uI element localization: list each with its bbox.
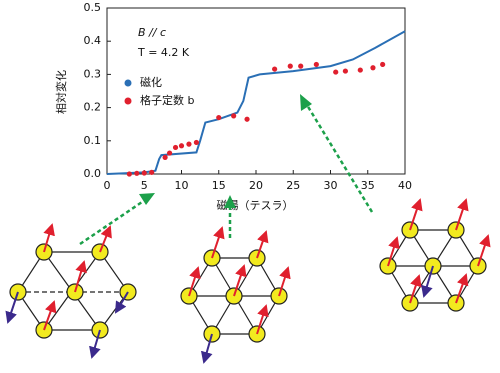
- data-point: [216, 114, 222, 121]
- legend-marker: [124, 79, 132, 87]
- pointer: [305, 104, 374, 213]
- annotation: T = 4.2 K: [137, 46, 190, 59]
- data-point: [149, 169, 155, 175]
- data-point: [134, 170, 140, 176]
- lattice-diagram-1: [5, 223, 137, 359]
- data-point: [357, 67, 363, 73]
- y-tick-label: 0.1: [84, 134, 102, 147]
- arrowhead: [224, 195, 236, 208]
- lattice-diagram-2: [180, 226, 291, 364]
- data-point: [162, 154, 168, 160]
- data-point: [244, 116, 250, 122]
- pointer: [79, 198, 146, 246]
- x-axis-label: 磁場（テスラ）: [217, 199, 294, 212]
- x-tick-label: 20: [249, 179, 263, 192]
- pointer-arrows: [79, 104, 374, 246]
- data-point: [298, 63, 304, 69]
- pointer-heads: [139, 94, 312, 208]
- legend-label: 格子定数 b: [140, 93, 194, 107]
- x-tick-label: 5: [141, 179, 148, 192]
- x-tick-label: 35: [361, 179, 375, 192]
- lattice-diagram-3: [379, 198, 491, 312]
- legend-marker: [124, 97, 132, 105]
- data-point: [141, 170, 147, 176]
- data-point: [333, 69, 339, 75]
- data-point: [342, 68, 348, 74]
- data-point: [380, 61, 386, 68]
- x-tick-label: 0: [104, 179, 111, 192]
- data-point: [313, 61, 319, 68]
- data-point: [193, 139, 199, 146]
- y-tick-label: 0.2: [84, 101, 102, 114]
- legend-label: 磁化: [140, 75, 162, 89]
- x-tick-label: 10: [175, 179, 189, 192]
- arrowhead: [139, 193, 155, 205]
- y-tick-label: 0.5: [84, 1, 102, 14]
- x-tick-label: 40: [398, 179, 412, 192]
- data-point: [272, 66, 278, 72]
- data-point: [186, 141, 192, 147]
- data-point: [172, 144, 179, 151]
- data-point: [178, 143, 185, 149]
- arrowhead: [300, 94, 312, 111]
- magnetization-line: [106, 30, 406, 175]
- data-point: [166, 150, 173, 156]
- y-tick-label: 0.3: [84, 67, 102, 80]
- annotation: B // c: [138, 26, 166, 39]
- x-tick-label: 15: [212, 179, 226, 192]
- y-tick-label: 0.4: [84, 34, 102, 47]
- data-point: [287, 63, 293, 69]
- y-axis-label: 相対変化: [54, 70, 68, 114]
- x-tick-label: 25: [286, 179, 300, 192]
- data-point: [126, 171, 132, 177]
- data-point: [231, 113, 237, 119]
- x-tick-label: 30: [324, 179, 338, 192]
- y-tick-label: 0.0: [84, 167, 102, 180]
- data-point: [370, 65, 376, 71]
